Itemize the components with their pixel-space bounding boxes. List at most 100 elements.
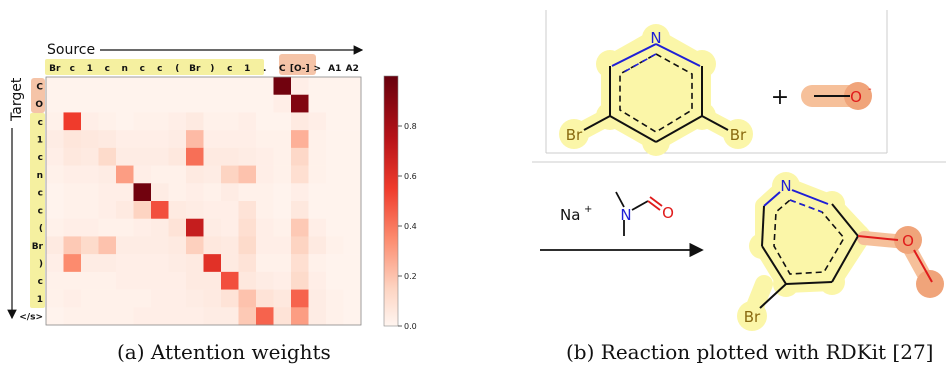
heatmap-cell-8-17: [343, 218, 362, 237]
heatmap-cell-6-13: [273, 183, 292, 202]
heatmap-cell-2-15: [308, 112, 327, 131]
heatmap-cell-9-13: [273, 236, 292, 255]
heatmap-cell-4-13: [273, 147, 292, 166]
heatmap-cell-12-12: [256, 289, 274, 308]
heatmap-cell-3-5: [133, 130, 152, 149]
heatmap-cell-0-6: [151, 77, 169, 96]
colorbar-tick-3: 0.6: [404, 172, 417, 181]
heatmap-cell-3-14: [291, 130, 309, 149]
heatmap-cell-1-1: [63, 94, 82, 113]
heatmap-cell-5-0: [46, 165, 64, 184]
heatmap-cell-7-2: [81, 201, 99, 220]
source-token-13: C: [279, 64, 286, 74]
source-token-17: A2: [346, 64, 359, 74]
colorbar-tick-2: 0.4: [404, 222, 417, 231]
caption-reaction-rdkit: (b) Reaction plotted with RDKit [27]: [566, 340, 934, 364]
heatmap-cell-5-8: [186, 165, 204, 184]
heatmap-cell-4-2: [81, 147, 99, 166]
heatmap-cell-0-5: [133, 77, 152, 96]
heatmap-cell-7-1: [63, 201, 82, 220]
colorbar-tick-1: 0.2: [404, 272, 417, 281]
heatmap-cell-7-10: [221, 201, 239, 220]
source-axis-label: Source: [47, 42, 95, 58]
heatmap-cell-4-10: [221, 147, 239, 166]
heatmap-cell-3-7: [168, 130, 187, 149]
heatmap-cell-11-1: [63, 271, 82, 290]
heatmap-cell-10-0: [46, 254, 64, 273]
heatmap-cell-2-3: [98, 112, 117, 131]
target-token-1: O: [35, 100, 43, 110]
heatmap-cell-7-9: [203, 201, 222, 220]
source-token-7: (: [175, 64, 179, 74]
heatmap-cell-9-16: [326, 236, 344, 255]
heatmap-cell-6-15: [308, 183, 327, 202]
heatmap-cell-4-14: [291, 147, 309, 166]
heatmap-cell-12-10: [221, 289, 239, 308]
heatmap-cell-1-7: [168, 94, 187, 113]
source-token-5: c: [140, 64, 145, 74]
heatmap-cell-13-2: [81, 307, 99, 326]
heatmap-cell-2-17: [343, 112, 362, 131]
target-token-7: c: [38, 206, 43, 216]
heatmap-cell-0-9: [203, 77, 222, 96]
source-token-10: c: [227, 64, 232, 74]
heatmap-cell-8-12: [256, 218, 274, 237]
heatmap-cell-10-14: [291, 254, 309, 273]
heatmap-cell-8-3: [98, 218, 117, 237]
heatmap-cell-10-12: [256, 254, 274, 273]
heatmap-cell-7-17: [343, 201, 362, 220]
heatmap-cell-6-2: [81, 183, 99, 202]
heatmap-cell-10-13: [273, 254, 292, 273]
heatmap-cell-1-13: [273, 94, 292, 113]
heatmap-cell-9-17: [343, 236, 362, 255]
heatmap-cell-11-7: [168, 271, 187, 290]
heatmap-cell-10-4: [116, 254, 134, 273]
source-token-9: ): [210, 64, 214, 74]
heatmap-cell-1-16: [326, 94, 344, 113]
heatmap-cell-8-1: [63, 218, 82, 237]
heatmap-cell-5-6: [151, 165, 169, 184]
heatmap-cell-10-6: [151, 254, 169, 273]
heatmap-cell-4-8: [186, 147, 204, 166]
heatmap-cell-6-14: [291, 183, 309, 202]
heatmap-cell-5-1: [63, 165, 82, 184]
heatmap-cell-9-12: [256, 236, 274, 255]
target-token-12: 1: [37, 295, 43, 305]
heatmap-cell-13-5: [133, 307, 152, 326]
heatmap-cell-5-11: [238, 165, 257, 184]
heatmap-cell-2-6: [151, 112, 169, 131]
target-token-highlight-product: [30, 113, 45, 308]
heatmap-cell-5-13: [273, 165, 292, 184]
heatmap-cell-1-5: [133, 94, 152, 113]
heatmap-cell-7-14: [291, 201, 309, 220]
heatmap-cell-10-3: [98, 254, 117, 273]
heatmap-cell-3-17: [343, 130, 362, 149]
heatmap-cell-9-9: [203, 236, 222, 255]
colorbar-tick-0: 0.0: [404, 322, 417, 331]
heatmap-cell-13-12: [256, 307, 274, 326]
heatmap-cell-11-14: [291, 271, 309, 290]
heatmap-cell-2-9: [203, 112, 222, 131]
heatmap-cell-8-2: [81, 218, 99, 237]
heatmap-cell-6-5: [133, 183, 152, 202]
source-token-11: 1: [244, 64, 250, 74]
heatmap-cell-11-9: [203, 271, 222, 290]
heatmap-cell-5-3: [98, 165, 117, 184]
heatmap-cell-11-6: [151, 271, 169, 290]
heatmap-cell-2-0: [46, 112, 64, 131]
heatmap-cell-3-11: [238, 130, 257, 149]
heatmap-cell-0-14: [291, 77, 309, 96]
heatmap-cell-9-1: [63, 236, 82, 255]
source-token-8: Br: [189, 64, 201, 74]
heatmap-cell-8-7: [168, 218, 187, 237]
heatmap-cell-7-11: [238, 201, 257, 220]
heatmap-cell-12-0: [46, 289, 64, 308]
heatmap-cell-1-2: [81, 94, 99, 113]
target-token-3: 1: [37, 136, 43, 146]
heatmap-cell-12-8: [186, 289, 204, 308]
heatmap-cell-13-9: [203, 307, 222, 326]
heatmap-cell-13-15: [308, 307, 327, 326]
heatmap-cell-12-5: [133, 289, 152, 308]
heatmap-cell-13-13: [273, 307, 292, 326]
heatmap-cell-6-3: [98, 183, 117, 202]
